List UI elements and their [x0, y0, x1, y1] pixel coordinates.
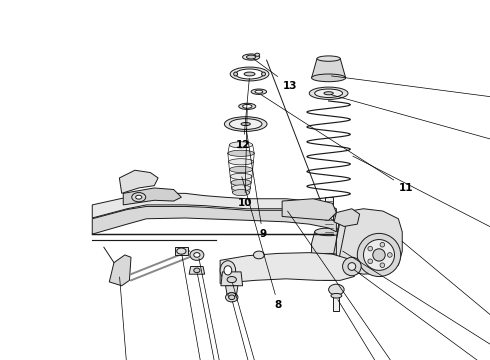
Polygon shape: [220, 253, 356, 283]
Text: 10: 10: [238, 110, 252, 208]
Ellipse shape: [136, 195, 142, 199]
Ellipse shape: [373, 249, 385, 261]
Ellipse shape: [317, 56, 340, 61]
Text: 8: 8: [242, 177, 282, 310]
Text: 19: 19: [232, 302, 342, 360]
Text: 2: 2: [354, 270, 490, 360]
Polygon shape: [189, 266, 205, 274]
Ellipse shape: [262, 72, 266, 76]
Text: 11: 11: [261, 95, 414, 193]
Text: 12: 12: [236, 78, 250, 150]
Text: 13: 13: [253, 59, 297, 91]
Ellipse shape: [380, 242, 385, 247]
Ellipse shape: [239, 103, 256, 109]
Polygon shape: [312, 59, 345, 78]
Polygon shape: [225, 286, 238, 295]
Ellipse shape: [231, 180, 251, 186]
Polygon shape: [92, 193, 336, 218]
Ellipse shape: [229, 295, 235, 300]
Bar: [333, 294, 340, 311]
Ellipse shape: [364, 239, 394, 270]
Ellipse shape: [224, 266, 232, 275]
Ellipse shape: [228, 150, 254, 156]
Text: 1: 1: [402, 241, 490, 360]
Bar: [175, 247, 188, 255]
Ellipse shape: [243, 104, 252, 108]
Ellipse shape: [229, 166, 253, 172]
Ellipse shape: [312, 74, 345, 82]
Ellipse shape: [331, 293, 342, 298]
Ellipse shape: [230, 67, 269, 81]
Ellipse shape: [229, 159, 253, 165]
Ellipse shape: [253, 251, 264, 259]
Ellipse shape: [380, 263, 385, 267]
Ellipse shape: [236, 69, 264, 79]
Ellipse shape: [329, 284, 344, 295]
Polygon shape: [334, 209, 360, 226]
Polygon shape: [120, 170, 158, 193]
Polygon shape: [312, 232, 345, 256]
Ellipse shape: [234, 72, 238, 76]
Ellipse shape: [357, 233, 401, 276]
Text: 17: 17: [233, 283, 346, 360]
Ellipse shape: [368, 246, 372, 251]
Ellipse shape: [229, 119, 262, 130]
Ellipse shape: [194, 268, 200, 273]
Text: 5: 5: [343, 251, 490, 360]
Bar: [323, 256, 334, 280]
Ellipse shape: [348, 263, 356, 270]
Polygon shape: [282, 199, 336, 220]
Text: 3: 3: [338, 300, 490, 360]
Text: 9: 9: [246, 128, 266, 239]
Ellipse shape: [368, 259, 372, 264]
Ellipse shape: [388, 253, 392, 257]
Ellipse shape: [233, 189, 249, 195]
Ellipse shape: [228, 293, 236, 297]
Ellipse shape: [315, 89, 343, 98]
Ellipse shape: [230, 173, 252, 180]
Ellipse shape: [227, 276, 236, 283]
Ellipse shape: [225, 293, 238, 302]
Text: 7: 7: [331, 76, 490, 121]
Bar: [325, 197, 333, 239]
Ellipse shape: [324, 92, 333, 95]
Text: 6: 6: [331, 95, 490, 194]
Polygon shape: [123, 188, 181, 205]
Ellipse shape: [309, 87, 348, 99]
Ellipse shape: [229, 142, 253, 148]
Ellipse shape: [243, 54, 260, 60]
Ellipse shape: [177, 248, 186, 254]
Text: 18: 18: [199, 258, 272, 360]
Ellipse shape: [224, 117, 267, 131]
Text: 14: 14: [288, 211, 462, 360]
Ellipse shape: [241, 122, 250, 126]
Ellipse shape: [220, 261, 236, 280]
Ellipse shape: [232, 185, 250, 191]
Ellipse shape: [244, 72, 255, 76]
Text: 16: 16: [182, 255, 245, 360]
Polygon shape: [221, 272, 243, 286]
Ellipse shape: [132, 193, 146, 202]
Text: 4: 4: [353, 156, 490, 333]
Ellipse shape: [194, 253, 200, 257]
Polygon shape: [109, 255, 131, 286]
Text: 20: 20: [197, 274, 272, 360]
Ellipse shape: [343, 257, 361, 276]
Ellipse shape: [251, 89, 267, 94]
Ellipse shape: [255, 53, 260, 56]
Text: 15: 15: [120, 277, 160, 360]
Polygon shape: [92, 206, 336, 234]
Ellipse shape: [190, 249, 204, 260]
Ellipse shape: [317, 253, 340, 260]
Ellipse shape: [246, 55, 256, 59]
Polygon shape: [336, 209, 402, 274]
Ellipse shape: [315, 228, 343, 236]
Ellipse shape: [255, 90, 263, 93]
